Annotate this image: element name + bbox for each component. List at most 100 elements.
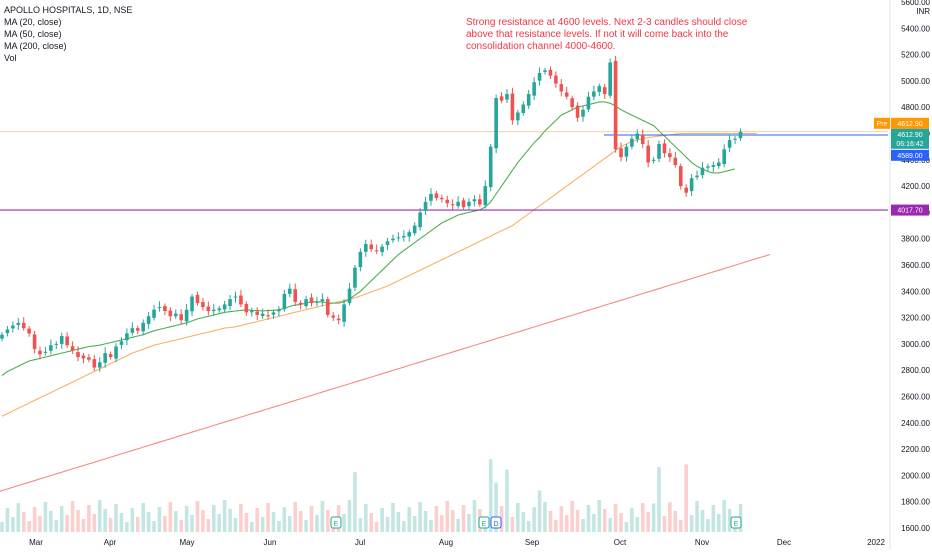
volume-bar — [228, 509, 232, 532]
legend-ma20[interactable]: MA (20, close) — [4, 17, 62, 27]
candle-body — [190, 296, 194, 312]
candle-body — [505, 94, 509, 100]
candle-body — [201, 302, 205, 308]
candle-body — [173, 313, 178, 317]
candle-body — [537, 73, 542, 81]
volume-bar — [440, 515, 444, 532]
volume-bar — [81, 519, 86, 532]
volume-bar — [564, 515, 569, 532]
x-tick-label: 2022 — [867, 538, 885, 547]
volume-bar — [407, 507, 412, 532]
volume-bar — [49, 511, 53, 532]
candle-body — [657, 144, 661, 159]
event-label: D — [493, 521, 498, 528]
event-marker — [478, 516, 490, 529]
volume-bar — [402, 521, 406, 532]
blue-price-label — [891, 149, 929, 161]
candle-body — [125, 333, 129, 341]
volume-bar — [119, 513, 124, 532]
candle-body — [526, 94, 531, 106]
candle-body — [157, 307, 162, 309]
volume-bar — [499, 506, 504, 532]
candle-body — [597, 86, 602, 92]
candle-body — [624, 146, 629, 157]
candle-body — [195, 294, 200, 304]
candle-body — [429, 193, 433, 201]
x-tick-label: Jul — [355, 538, 365, 547]
candle-body — [255, 311, 260, 315]
candle-body — [635, 133, 640, 140]
candle-body — [282, 293, 287, 310]
legend-ma200[interactable]: MA (200, close) — [4, 41, 67, 51]
candle-body — [418, 212, 422, 228]
annotation-text[interactable]: Strong resistance at 4600 levels. Next 2… — [466, 17, 748, 52]
volume-bar — [619, 513, 623, 532]
volume-bar — [630, 508, 634, 532]
volume-bar — [369, 513, 374, 532]
legend-symbol[interactable]: APOLLO HOSPITALS, 1D, NSE — [4, 5, 133, 15]
volume-bar — [92, 514, 97, 532]
candle-body — [581, 109, 585, 117]
candle-body — [249, 311, 254, 313]
candle-body — [43, 351, 48, 353]
legend-ma50[interactable]: MA (50, close) — [4, 29, 62, 39]
candle-body — [353, 267, 357, 288]
y-tick-label: 3800.00 — [901, 235, 930, 244]
candle-body — [103, 353, 107, 363]
volume-bar — [526, 521, 531, 532]
candle-body — [244, 303, 249, 313]
candle-body — [711, 165, 716, 167]
volume-bar — [287, 516, 292, 532]
candle-body — [554, 75, 558, 84]
candle-body — [315, 301, 319, 303]
candle-body — [407, 232, 412, 237]
candle-body — [320, 299, 325, 302]
volume-bar — [391, 503, 395, 532]
volume-bar — [135, 517, 140, 532]
candle-body — [239, 295, 243, 305]
x-tick-label: Aug — [439, 538, 453, 547]
candle-body — [304, 299, 308, 307]
y-tick-label: 4800.00 — [901, 103, 930, 112]
volume-bar — [16, 503, 21, 532]
volume-bar — [70, 501, 75, 532]
volume-bar — [277, 521, 281, 532]
pre-tag-text: Pre — [877, 121, 888, 128]
volume-bar — [380, 508, 384, 532]
candle-body — [369, 244, 374, 250]
time-axis[interactable]: Mar Apr May Jun Jul Aug Sep Oct Nov Dec 2022 — [29, 538, 885, 547]
candle-body — [271, 312, 276, 315]
candle-body — [727, 140, 732, 148]
candle-body — [478, 199, 482, 205]
candle-body — [146, 316, 151, 324]
candle-body — [499, 96, 504, 101]
event-marker — [330, 516, 342, 529]
y-tick-label: 2600.00 — [901, 393, 930, 402]
y-tick-label: 2200.00 — [901, 445, 930, 454]
event-label: E — [334, 521, 339, 528]
candle-body — [440, 197, 444, 200]
volume-bar — [21, 512, 26, 532]
volume-bar — [342, 514, 346, 532]
volume-bar — [494, 482, 498, 532]
x-tick-label: Oct — [614, 538, 627, 547]
volume-bar — [608, 518, 612, 532]
candle-body — [445, 199, 450, 204]
y-tick-label: 3000.00 — [901, 340, 930, 349]
legend-vol[interactable]: Vol — [4, 53, 17, 63]
candle-body — [575, 105, 580, 118]
volume-bar — [559, 506, 564, 532]
volume-bar — [32, 507, 37, 532]
candle-body — [738, 131, 743, 139]
currency-label: INR — [916, 7, 930, 16]
candle-body — [472, 199, 477, 202]
volume-bar — [255, 508, 260, 532]
volume-bar — [54, 520, 59, 532]
volume-bar — [326, 510, 330, 532]
y-tick-label: 1800.00 — [901, 498, 930, 507]
candle-body — [108, 354, 113, 358]
candle-body — [608, 62, 612, 96]
